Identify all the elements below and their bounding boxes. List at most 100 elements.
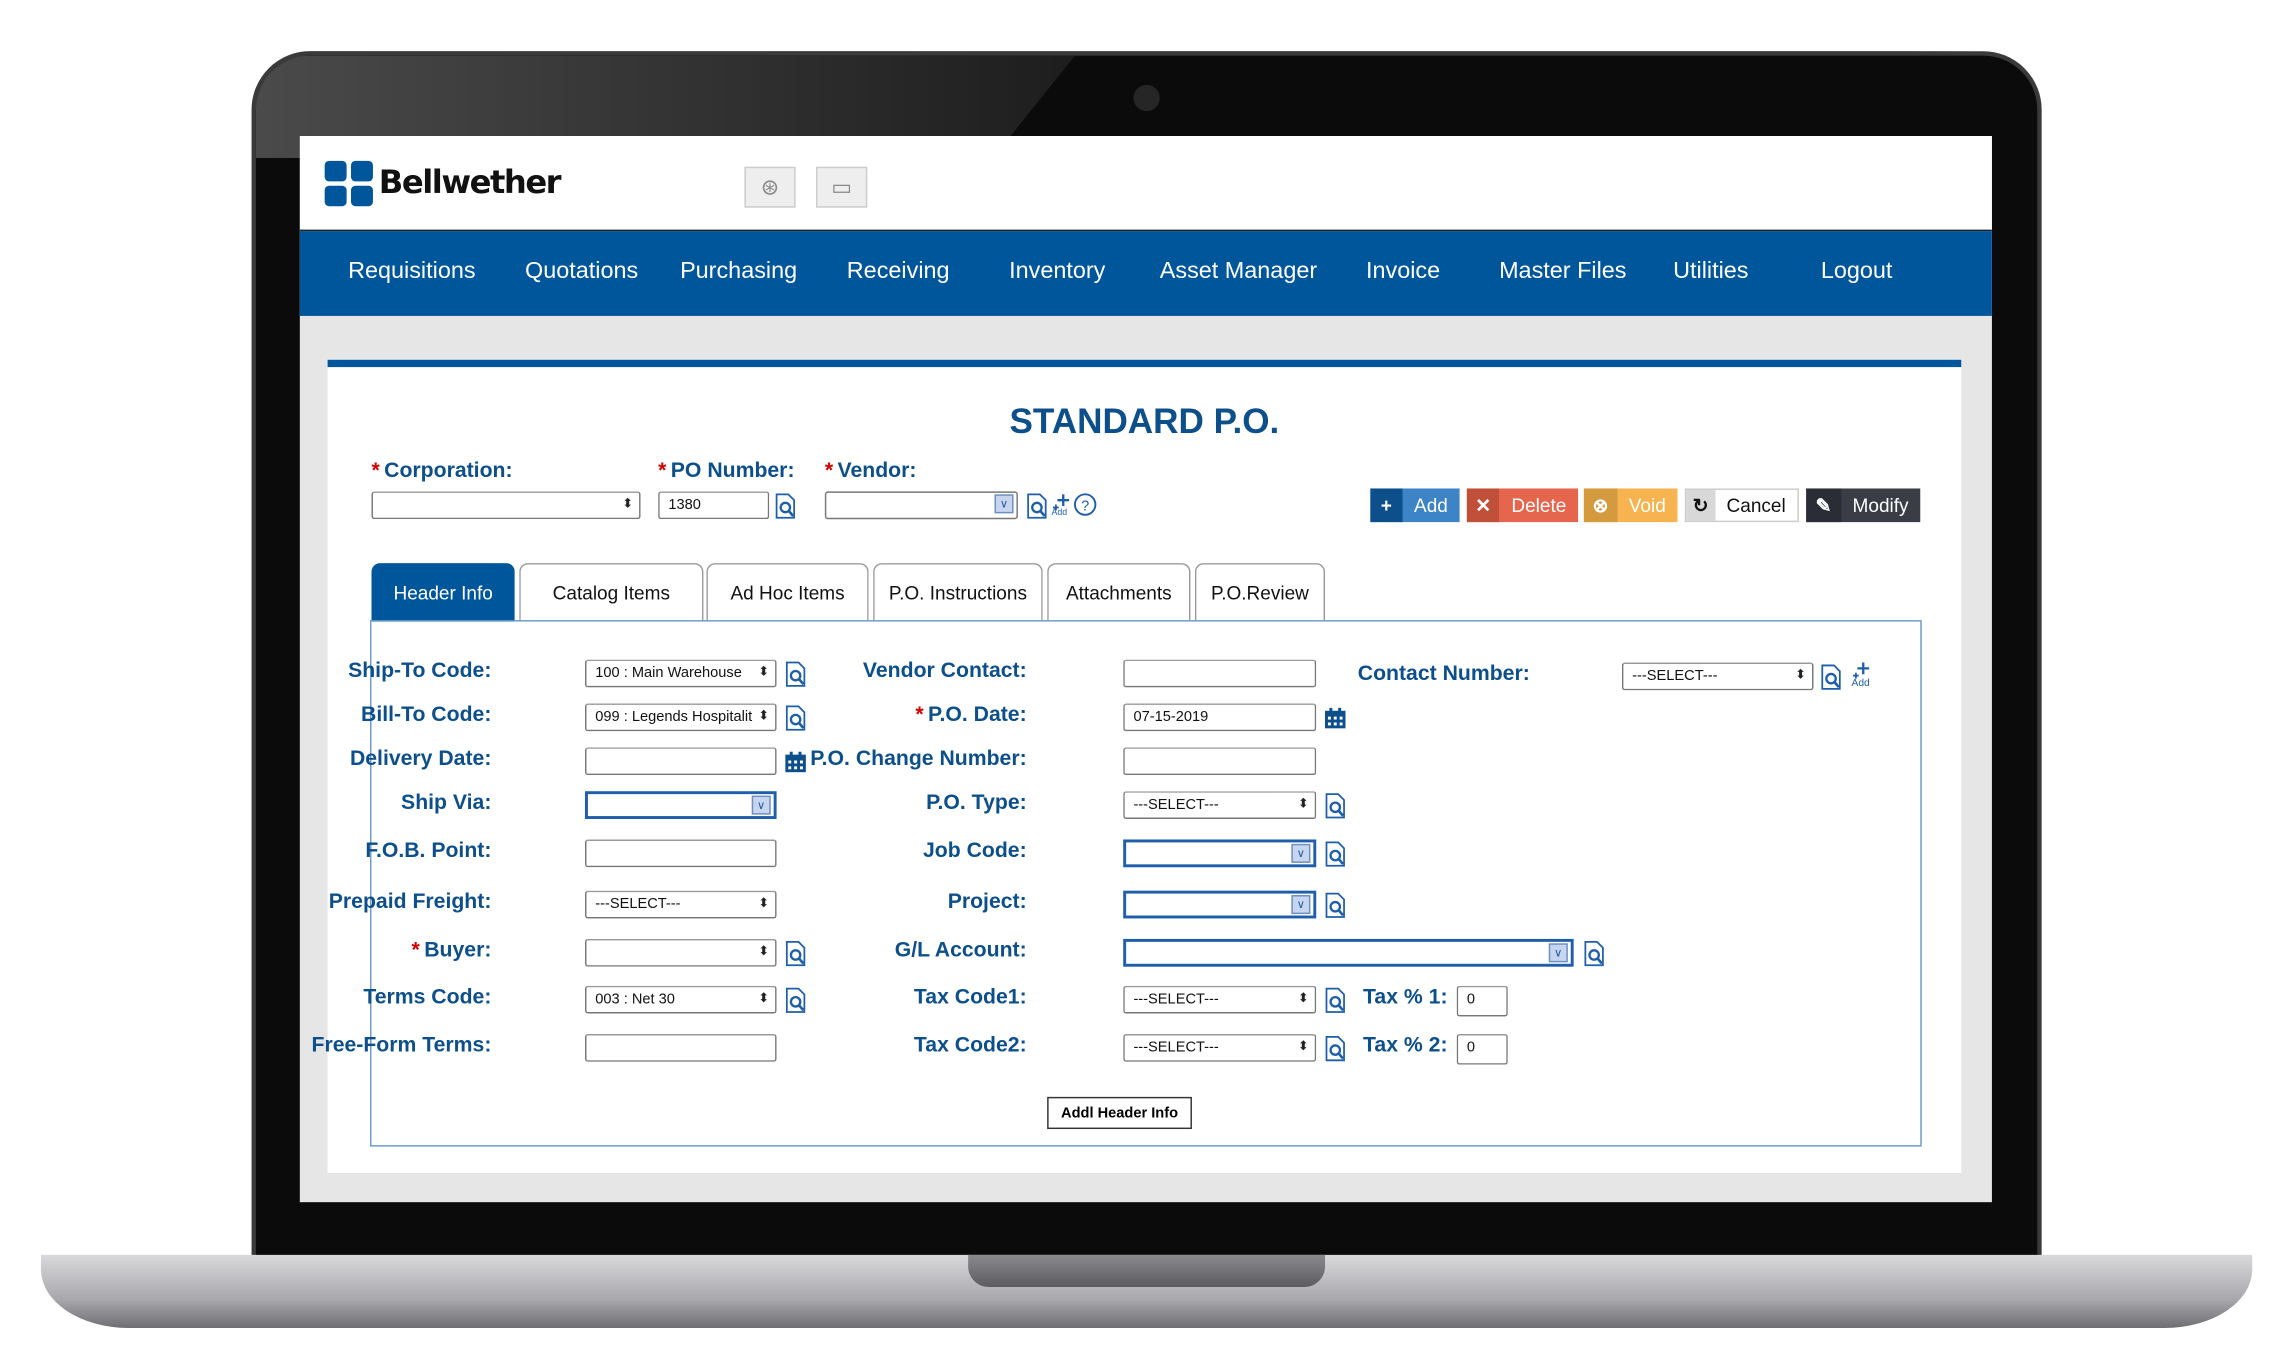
p-o-change-number-label-text: P.O. Change Number: (810, 747, 1027, 771)
vendor-field-chevron-down-icon[interactable]: ∨ (994, 494, 1014, 514)
nav-utilities[interactable]: Utilities (1673, 258, 1749, 284)
job-code-field[interactable]: ∨ (1123, 839, 1317, 868)
job-code-field-chevron-down-icon[interactable]: ∨ (1291, 843, 1311, 863)
bill-to-code-field-sort-arrows-icon: ⬍ (758, 707, 770, 723)
modify-button[interactable]: ✎ Modify (1806, 488, 1921, 523)
p-o-date-field[interactable]: 07-15-2019 (1123, 703, 1317, 732)
vendor-label-text: Vendor: (837, 459, 917, 483)
p-o-date-label: * P.O. Date: (915, 703, 1026, 726)
vendor-contact-label-text: Vendor Contact: (862, 659, 1027, 683)
f-o-b-point-field[interactable] (585, 839, 777, 868)
prepaid-freight-label: Prepaid Freight: (329, 891, 492, 914)
tab-attachments[interactable]: Attachments (1047, 563, 1191, 622)
lookup-icon[interactable] (784, 987, 807, 1013)
ship-via-field-chevron-down-icon[interactable]: ∨ (751, 795, 771, 815)
po-number-field-value: 1380 (668, 497, 701, 514)
p-o-type-label: P.O. Type: (926, 791, 1027, 814)
contact-add-label: Add (1851, 678, 1870, 689)
nav-master-files[interactable]: Master Files (1499, 258, 1627, 284)
nav-requisitions[interactable]: Requisitions (348, 258, 476, 284)
lookup-icon[interactable] (1324, 1035, 1347, 1062)
ship-via-field[interactable]: ∨ (585, 791, 777, 819)
ship-to-code-field[interactable]: 100 : Main Warehouse ⬍ (585, 659, 777, 688)
add-button[interactable]: + Add (1370, 488, 1460, 523)
corporation-field[interactable]: ⬍ (371, 491, 641, 520)
tax-pct-2-input[interactable]: 0 (1456, 1033, 1508, 1065)
help-lifebuoy-icon[interactable]: ⊛ (744, 166, 796, 208)
lookup-icon[interactable] (1324, 892, 1347, 918)
add-icon[interactable]: Add (1050, 493, 1073, 519)
tax-code2-field[interactable]: ---SELECT--- ⬍ (1123, 1033, 1317, 1062)
fullscreen-icon[interactable]: ▭ (816, 166, 868, 208)
g-l-account-field[interactable]: ∨ (1123, 938, 1574, 967)
tab-p-o-instructions[interactable]: P.O. Instructions (873, 563, 1043, 622)
delete-button[interactable]: ✕ Delete (1466, 488, 1579, 523)
lookup-icon[interactable] (1324, 987, 1347, 1013)
tax-code1-label: Tax Code1: (914, 986, 1027, 1009)
contact-number-field[interactable]: ---SELECT--- ⬍ (1621, 662, 1814, 691)
buyer-field[interactable]: ⬍ (585, 938, 777, 967)
vendor-contact-field[interactable] (1123, 659, 1317, 688)
po-number-field[interactable]: 1380 (658, 491, 770, 520)
addl-header-info-button[interactable]: Addl Header Info (1047, 1096, 1192, 1130)
nav-inventory[interactable]: Inventory (1009, 258, 1106, 284)
nav-asset-manager[interactable]: Asset Manager (1159, 258, 1318, 284)
corporation-field-sort-arrows-icon: ⬍ (622, 495, 634, 511)
p-o-type-field[interactable]: ---SELECT--- ⬍ (1123, 791, 1317, 819)
f-o-b-point-label-text: F.O.B. Point: (365, 839, 492, 863)
tax-code2-label: Tax Code2: (914, 1034, 1027, 1057)
tab-header-info[interactable]: Header Info (371, 563, 515, 622)
lookup-icon[interactable] (1819, 664, 1842, 690)
contact-number-label: Contact Number: (1358, 663, 1530, 686)
void-button[interactable]: ⊗ Void (1583, 488, 1678, 523)
calendar-icon[interactable] (784, 749, 807, 775)
terms-code-field[interactable]: 003 : Net 30 ⬍ (585, 985, 777, 1014)
add-icon[interactable]: Add (1850, 661, 1873, 689)
terms-code-field-sort-arrows-icon: ⬍ (758, 990, 770, 1005)
nav-purchasing[interactable]: Purchasing (680, 258, 798, 284)
cancel-button[interactable]: ↻ Cancel (1684, 488, 1799, 523)
vendor-label: * Vendor: (825, 459, 917, 482)
page-title: STANDARD P.O. (1009, 402, 1280, 442)
lookup-icon[interactable] (1582, 940, 1605, 967)
camera (1133, 84, 1160, 112)
prepaid-freight-field[interactable]: ---SELECT--- ⬍ (585, 890, 777, 919)
lookup-icon[interactable] (1324, 793, 1347, 819)
lookup-icon[interactable] (784, 940, 807, 967)
calendar-icon[interactable] (1324, 705, 1347, 731)
project-field-chevron-down-icon[interactable]: ∨ (1291, 895, 1311, 915)
p-o-change-number-label: P.O. Change Number: (810, 747, 1026, 770)
project-field[interactable]: ∨ (1123, 890, 1317, 919)
g-l-account-field-chevron-down-icon[interactable]: ∨ (1548, 943, 1568, 963)
tab-content-header-info: Ship-To Code: 100 : Main Warehouse ⬍ Bill-T… (311, 620, 1922, 1147)
lookup-icon[interactable] (1025, 493, 1048, 519)
cancel-icon: ↻ (1686, 489, 1715, 521)
lookup-icon[interactable] (1324, 841, 1347, 867)
p-o-type-field-sort-arrows-icon: ⬍ (1297, 795, 1309, 811)
nav-quotations[interactable]: Quotations (525, 258, 639, 284)
vendor-field[interactable]: ∨ (824, 491, 1018, 520)
tab-p-o-review[interactable]: P.O.Review (1194, 563, 1326, 622)
lookup-icon[interactable] (784, 661, 807, 687)
ship-to-code-field-sort-arrows-icon: ⬍ (758, 663, 770, 679)
free-form-terms-field[interactable] (585, 1033, 777, 1062)
p-o-change-number-field[interactable] (1123, 747, 1317, 776)
tax-code1-field-value: ---SELECT--- (1133, 991, 1219, 1008)
lookup-icon[interactable] (784, 705, 807, 731)
tab-catalog-items[interactable]: Catalog Items (519, 563, 704, 622)
po-number-label: * PO Number: (658, 459, 794, 482)
delivery-date-field[interactable] (585, 747, 777, 776)
help-icon[interactable]: ? (1073, 493, 1097, 519)
tax-pct-1-input[interactable]: 0 (1456, 985, 1508, 1017)
tab-ad-hoc-items[interactable]: Ad Hoc Items (706, 563, 869, 622)
void-label: Void (1628, 494, 1666, 517)
lookup-icon[interactable] (774, 493, 797, 519)
prepaid-freight-label-text: Prepaid Freight: (328, 890, 492, 915)
nav-receiving[interactable]: Receiving (846, 258, 950, 284)
nav-invoice[interactable]: Invoice (1365, 258, 1441, 284)
nav-logout[interactable]: Logout (1820, 258, 1893, 284)
tax-code1-field[interactable]: ---SELECT--- ⬍ (1123, 985, 1317, 1014)
bill-to-code-field[interactable]: 099 : Legends Hospitalit ⬍ (585, 703, 777, 732)
tax-code2-label-text: Tax Code2: (913, 1033, 1027, 1058)
